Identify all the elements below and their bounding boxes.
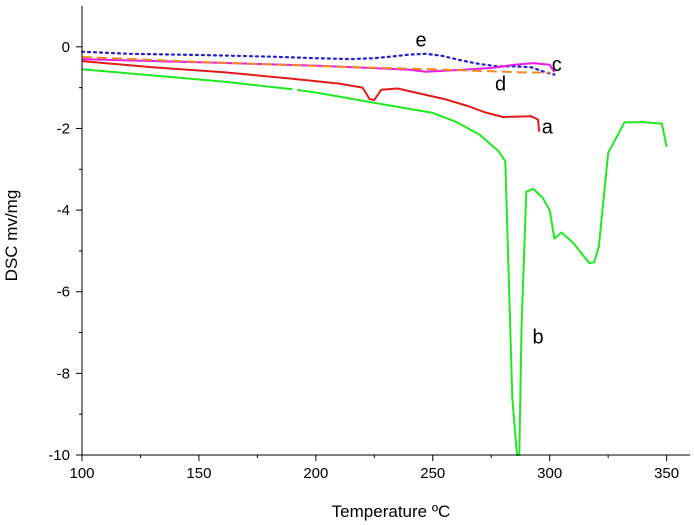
series-line-b (296, 88, 668, 456)
y-tick-label: -4 (57, 202, 70, 219)
axes (76, 6, 690, 461)
x-tick-label: 250 (420, 465, 445, 482)
curve-label-a: a (542, 116, 554, 138)
x-tick-label: 100 (69, 465, 94, 482)
x-tick-label: 300 (537, 465, 562, 482)
x-axis-title: Temperature ºC (332, 502, 451, 521)
y-axis-title: DSC mv/mg (2, 190, 21, 282)
y-tick-label: -10 (48, 447, 70, 464)
x-tick-label: 150 (186, 465, 211, 482)
series-layer (80, 50, 668, 456)
curve-label-e: e (416, 29, 427, 51)
series-line-c (81, 58, 556, 73)
curve-label-c: c (552, 54, 562, 76)
curve-labels: e c d a b (416, 29, 562, 348)
plot-area (80, 50, 668, 456)
y-tick-label: -2 (57, 120, 70, 137)
curve-label-d: d (495, 74, 506, 96)
y-tick-label: 0 (62, 39, 70, 56)
y-tick-label: -8 (57, 365, 70, 382)
curve-label-b: b (532, 327, 543, 349)
y-tick-label: -6 (57, 284, 70, 301)
x-tick-label: 200 (303, 465, 328, 482)
series-line-b (81, 68, 293, 91)
series-line-a (81, 60, 541, 132)
series-line-d (81, 56, 550, 74)
x-tick-label: 350 (654, 465, 679, 482)
series-line-e (80, 50, 556, 76)
